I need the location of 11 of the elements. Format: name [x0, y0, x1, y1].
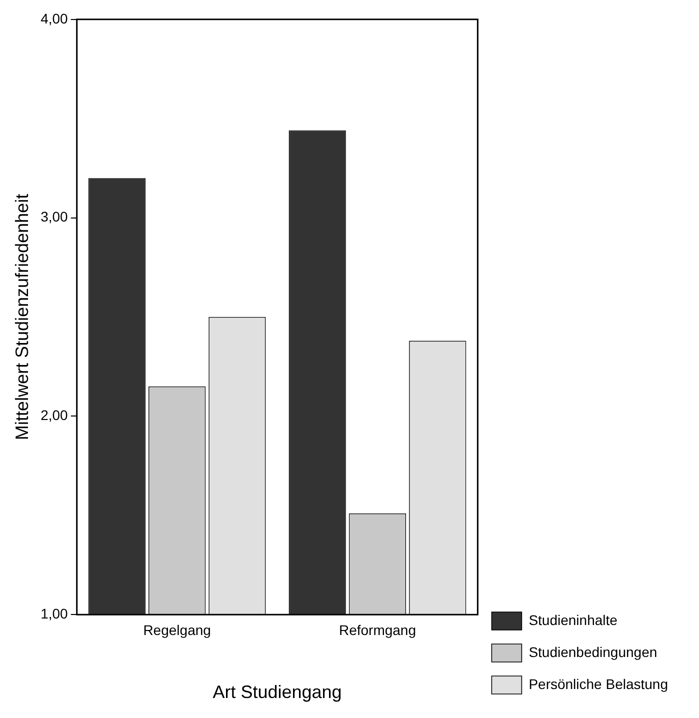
x-axis-title: Art Studiengang [212, 682, 342, 702]
y-tick-label: 2,00 [40, 407, 68, 424]
y-tick-label: 1,00 [40, 605, 68, 622]
x-tick-label: Reformgang [338, 622, 416, 638]
y-tick-label: 4,00 [40, 10, 68, 26]
y-tick-label: 3,00 [40, 208, 68, 225]
legend-label: Studienbedingungen [528, 644, 658, 660]
legend-label: Studieninhalte [528, 612, 618, 628]
x-tick-label: Regelgang [143, 622, 211, 638]
legend-label: Persönliche Belastung [528, 676, 668, 692]
y-axis-title: Mittelwert Studienzufriedenheit [12, 194, 32, 440]
